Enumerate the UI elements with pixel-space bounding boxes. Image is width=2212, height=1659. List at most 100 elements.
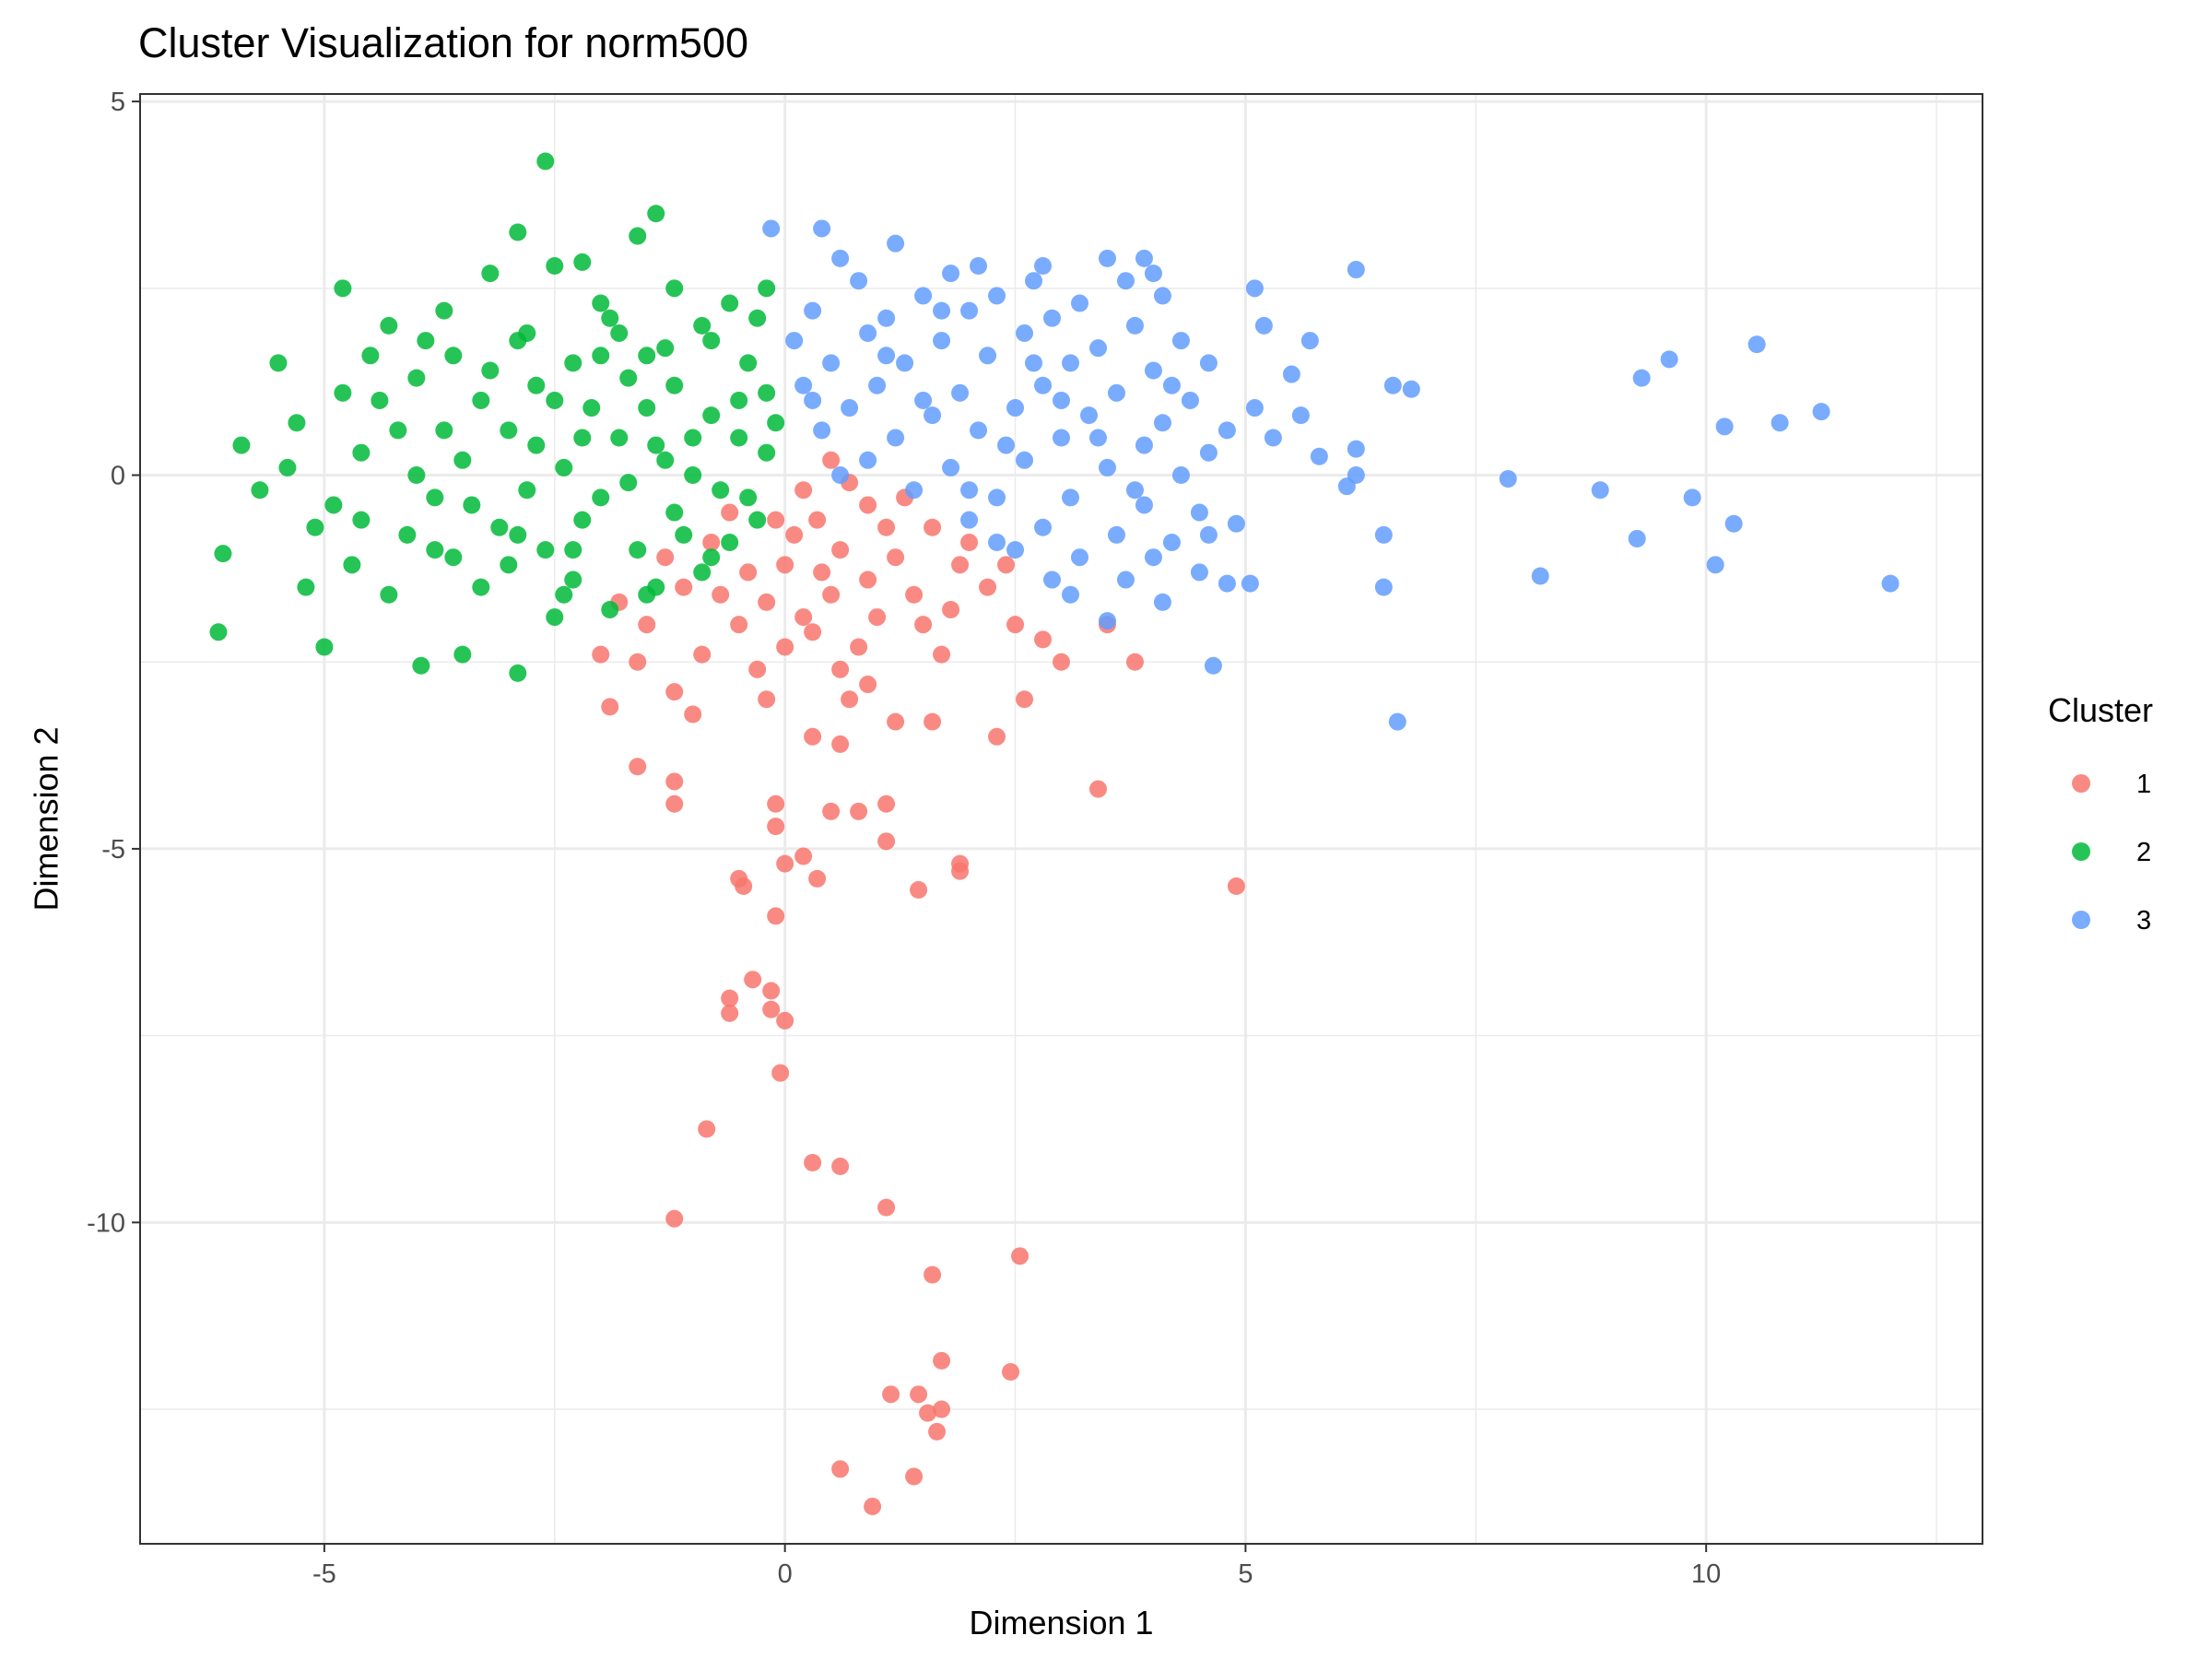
cluster-2-point	[352, 511, 371, 529]
cluster-1-point	[910, 1385, 928, 1404]
cluster-3-point	[1144, 361, 1162, 380]
cluster-2-point	[610, 324, 629, 342]
cluster-2-point	[444, 347, 463, 365]
cluster-3-point	[804, 391, 822, 409]
cluster-1-point	[859, 496, 877, 514]
y-axis-ticks: 5 0 -5 -10	[87, 88, 140, 1238]
cluster-2-point	[675, 525, 693, 544]
cluster-3-point	[1070, 548, 1088, 567]
cluster-1-point	[841, 690, 859, 709]
cluster-3-point	[1204, 656, 1222, 675]
cluster-2-point	[481, 361, 500, 380]
cluster-1-point	[933, 1400, 951, 1418]
cluster-3-point	[1374, 525, 1393, 544]
cluster-3-point	[859, 451, 877, 469]
cluster-3-point	[1254, 316, 1273, 335]
legend-title: Cluster	[2048, 691, 2153, 729]
cluster-3-point	[887, 429, 905, 447]
cluster-2-point	[334, 383, 352, 402]
cluster-1-point	[831, 735, 850, 753]
cluster-3-point	[1116, 272, 1135, 290]
cluster-2-point	[656, 339, 675, 358]
cluster-2-point	[389, 421, 407, 440]
cluster-1-point	[1227, 877, 1245, 895]
cluster-3-point	[914, 391, 933, 409]
cluster-3-point	[1153, 593, 1171, 611]
cluster-3-point	[1125, 316, 1144, 335]
cluster-3-point	[1006, 541, 1025, 559]
cluster-3-point	[1282, 365, 1300, 383]
cluster-3-point	[1660, 350, 1678, 369]
cluster-3-point	[960, 301, 979, 320]
cluster-3-point	[1070, 294, 1088, 312]
cluster-2-point	[656, 451, 675, 469]
cluster-2-point	[472, 578, 490, 596]
cluster-2-point	[693, 316, 712, 335]
cluster-2-point	[610, 429, 629, 447]
cluster-1-point	[887, 548, 905, 567]
cluster-2-point	[629, 227, 647, 245]
cluster-3-point	[1190, 563, 1208, 582]
cluster-1-point	[804, 623, 822, 641]
cluster-1-point	[684, 705, 702, 724]
cluster-3-point	[1135, 436, 1153, 454]
cluster-2-point	[324, 496, 343, 514]
cluster-3-point	[1162, 376, 1181, 394]
cluster-3-point	[859, 324, 877, 342]
cluster-3-point	[1199, 443, 1218, 462]
cluster-2-point	[315, 638, 334, 656]
cluster-1-point	[887, 712, 905, 731]
cluster-3-point	[1190, 503, 1208, 522]
y-tick-label: 5	[111, 88, 125, 117]
cluster-3-point	[841, 399, 859, 418]
cluster-1-point	[877, 518, 896, 536]
cluster-3-point	[1632, 369, 1651, 387]
cluster-1-point	[702, 533, 721, 551]
cluster-2-point	[546, 608, 564, 627]
cluster-3-point	[1227, 514, 1245, 533]
cluster-3-point	[1053, 429, 1070, 447]
cluster-2-point	[500, 556, 518, 574]
cluster-3-point	[1153, 414, 1171, 432]
cluster-3-point	[1098, 458, 1116, 477]
cluster-3-point	[1135, 496, 1153, 514]
cluster-3-point	[1006, 399, 1025, 418]
cluster-2-point	[702, 548, 721, 567]
cluster-3-point	[1347, 440, 1365, 458]
cluster-2-point	[407, 466, 426, 485]
cluster-3-point	[785, 332, 804, 350]
cluster-3-point	[1162, 533, 1181, 551]
y-tick-label: 0	[111, 462, 125, 491]
cluster-1-point	[850, 638, 868, 656]
cluster-1-point	[721, 503, 739, 522]
cluster-3-point	[887, 234, 905, 253]
cluster-1-point	[928, 1422, 947, 1441]
legend-swatch-cluster-3	[2072, 911, 2090, 929]
cluster-2-point	[500, 421, 518, 440]
x-tick-label: 10	[1691, 1559, 1721, 1589]
cluster-1-point	[804, 727, 822, 746]
cluster-3-point	[1135, 249, 1153, 267]
legend-swatch-cluster-2	[2072, 842, 2090, 861]
cluster-1-point	[924, 518, 942, 536]
cluster-1-point	[730, 616, 748, 634]
cluster-2-point	[453, 645, 472, 664]
cluster-2-point	[564, 354, 582, 372]
cluster-1-point	[1034, 630, 1053, 649]
cluster-1-point	[868, 608, 887, 627]
cluster-3-point	[1300, 332, 1319, 350]
cluster-1-point	[776, 638, 794, 656]
cluster-1-point	[739, 563, 758, 582]
cluster-2-point	[767, 414, 785, 432]
cluster-2-point	[638, 347, 656, 365]
cluster-2-point	[758, 383, 776, 402]
cluster-3-point	[1683, 488, 1701, 507]
cluster-1-point	[919, 1404, 937, 1422]
cluster-3-point	[1747, 335, 1766, 354]
cluster-2-point	[536, 541, 555, 559]
cluster-3-point	[1107, 525, 1125, 544]
cluster-1-point	[767, 511, 785, 529]
cluster-3-point	[762, 219, 781, 238]
cluster-1-point	[794, 608, 813, 627]
